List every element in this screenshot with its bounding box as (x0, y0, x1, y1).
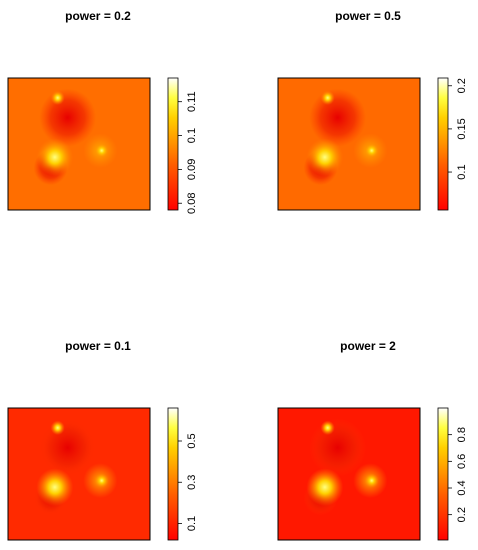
panel-title: power = 0.2 (65, 9, 131, 23)
heatmap (277, 407, 421, 541)
heatmap-blob (306, 468, 344, 507)
colorbar (437, 407, 449, 541)
plot-frame (7, 77, 151, 211)
plot-frame (7, 407, 151, 541)
plot-frame (277, 407, 421, 541)
heatmap-blob (364, 473, 379, 488)
heatmap-blob (36, 468, 74, 507)
colorbar-tick-label: 0.8 (456, 427, 468, 442)
heatmap-blob (309, 88, 367, 147)
colorbar (437, 77, 449, 211)
panel-title: power = 2 (340, 339, 396, 353)
panel-title: power = 0.1 (65, 339, 131, 353)
heatmap-blob (36, 138, 74, 177)
heatmap-blob (39, 88, 97, 147)
heatmap-blob (306, 138, 344, 177)
heatmap (7, 77, 151, 211)
heatmap-blob (320, 90, 335, 106)
heatmap-field (278, 408, 420, 540)
colorbar-tick-label: 0.5 (186, 433, 198, 448)
panel-title: power = 0.5 (335, 9, 401, 23)
colorbar-tick-label: 0.2 (456, 78, 468, 93)
colorbar-tick-label: 0.1 (186, 128, 198, 143)
colorbar-tick-label: 0.3 (186, 475, 198, 490)
colorbar-tick-label: 0.11 (186, 91, 198, 112)
heatmap-blob (50, 420, 65, 436)
heatmap-blob (39, 418, 97, 477)
colorbar-tick-label: 0.08 (186, 193, 198, 214)
heatmap (277, 77, 421, 211)
colorbar-tick-label: 0.6 (456, 454, 468, 469)
colorbar-tick-label: 0.15 (456, 118, 468, 139)
colorbar-tick-label: 0.2 (456, 507, 468, 522)
heatmap-blob (94, 143, 109, 158)
colorbar-tick-label: 0.1 (456, 164, 468, 179)
colorbar-tick-label: 0.1 (186, 516, 198, 531)
colorbar-tick-label: 0.4 (456, 480, 468, 495)
heatmap-blob (309, 418, 367, 477)
colorbar-tick-label: 0.09 (186, 159, 198, 180)
heatmap-blob (94, 473, 109, 488)
heatmap-blob (320, 420, 335, 436)
colorbar (167, 407, 179, 541)
heatmap-field (8, 408, 150, 540)
heatmap-field (8, 78, 150, 210)
colorbar (167, 77, 179, 211)
heatmap-blob (50, 90, 65, 106)
heatmap (7, 407, 151, 541)
heatmap-field (278, 78, 420, 210)
heatmap-blob (364, 143, 379, 158)
plot-frame (277, 77, 421, 211)
